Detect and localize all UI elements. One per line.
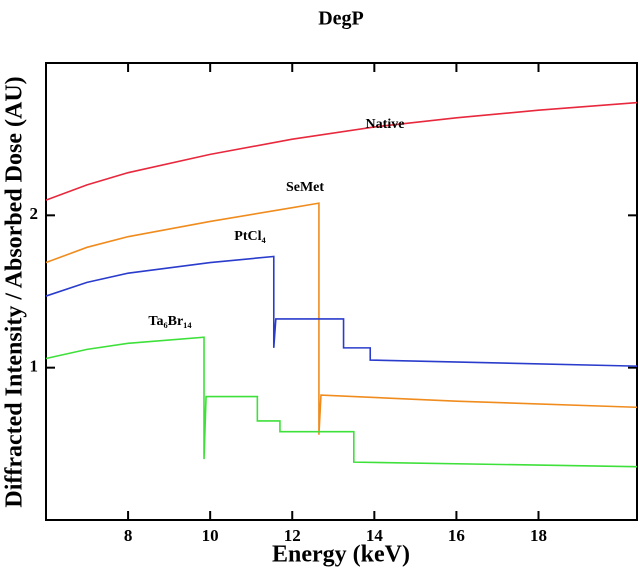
- x-tick-label: 18: [530, 526, 547, 545]
- series-label: Ta₆Br₁₄: [148, 314, 192, 329]
- x-tick-label: 10: [202, 526, 219, 545]
- x-tick-label: 12: [284, 526, 301, 545]
- series-label: Native: [366, 117, 405, 132]
- x-tick-label: 8: [124, 526, 133, 545]
- series-line: [45, 101, 638, 201]
- y-tick-label: 1: [30, 357, 39, 376]
- y-axis-label: Diffracted Intensity / Absorbed Dose (AU…: [2, 76, 28, 507]
- series-label: PtCl₄: [234, 229, 266, 244]
- series-label: SeMet: [286, 180, 324, 195]
- plot-frame: [45, 62, 638, 521]
- series-line: [45, 336, 638, 468]
- x-axis-label: Energy (keV): [272, 542, 410, 568]
- x-tick-label: 16: [448, 526, 465, 545]
- series-line: [45, 255, 638, 367]
- y-tick-label: 2: [30, 204, 39, 223]
- chart-title: DegP: [318, 8, 364, 30]
- series-line: [45, 202, 638, 435]
- x-tick-label: 14: [366, 526, 384, 545]
